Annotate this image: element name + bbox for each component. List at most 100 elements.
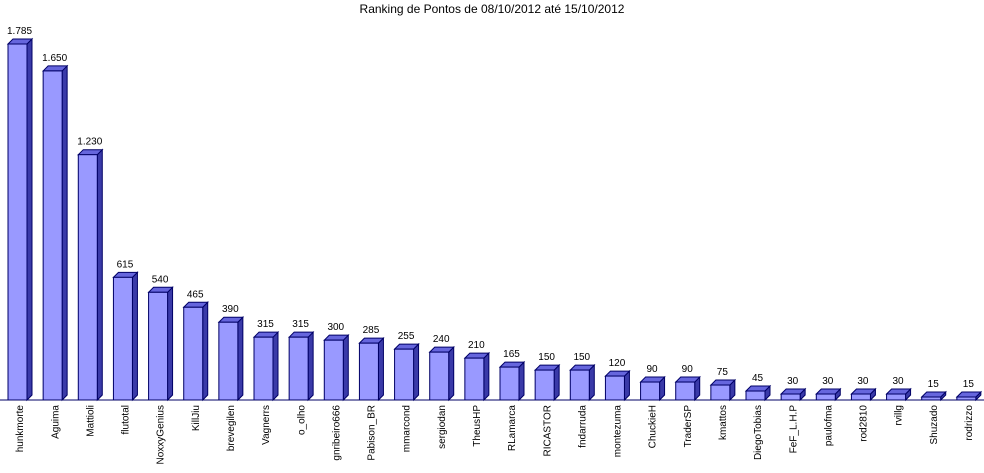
bar-top [6,38,34,45]
bar-group [920,390,947,402]
bar-side [307,330,314,402]
chart-title: Ranking de Pontos de 08/10/2012 até 15/1… [360,2,625,16]
bar-top [604,370,631,377]
value-label: 465 [187,289,204,300]
bar-group [639,375,666,402]
bar-group [217,316,245,402]
bar [394,348,415,401]
bar-side [61,64,68,402]
bar [780,393,801,401]
bar-side [96,148,103,402]
bar-top [182,301,209,308]
value-label: 300 [327,322,344,333]
x-tick-label: o_olho [296,405,307,435]
value-label: 30 [822,376,834,387]
x-tick-label: montezuma [613,405,624,458]
value-label: 150 [573,352,590,363]
bar-group [674,375,701,402]
bar [534,369,555,401]
x-tick-label: gnribeiro666 [331,405,342,461]
bar [710,384,731,401]
value-label: 15 [928,379,940,390]
bar [640,381,661,401]
value-label: 315 [292,319,309,330]
bar [323,339,344,401]
x-tick-label: TheusHP [472,405,483,447]
bar-top [744,385,772,392]
bar-top [639,376,666,383]
x-tick-label: Vagnerrs [261,405,272,445]
bar-group [955,390,983,402]
bar-top [533,364,561,371]
bar [148,291,169,401]
bar-side [518,360,525,402]
x-tick-label: brevegilen [226,405,237,451]
bar [745,390,766,401]
x-tick-label: mmarcond [402,405,413,452]
bar-group [41,64,69,402]
bar [7,43,28,401]
bar-side [202,301,209,402]
bar-top [393,343,420,350]
x-tick-label: FeF_L.H.P [788,405,799,454]
value-label: 45 [752,373,764,384]
value-label: 75 [717,367,729,378]
x-tick-label: flutotal [121,405,132,434]
bar-top [850,388,877,395]
value-label: 615 [117,259,134,270]
bar-group [779,387,807,402]
x-tick-label: rvillg [894,405,905,426]
value-label: 390 [222,304,239,315]
value-label: 90 [682,364,694,375]
bar [464,357,485,401]
x-tick-label: Shuzado [929,405,940,445]
bar-group [393,342,420,402]
bar-top [463,352,491,359]
bar [675,381,696,401]
x-tick-label: kmattos [718,405,729,440]
value-label: 120 [609,358,626,369]
bar-side [553,363,560,402]
x-tick-label: sergiodan [437,405,448,449]
bar-side [483,351,490,402]
x-tick-label: RICASTOR [542,405,553,457]
bar [429,351,450,401]
bar [569,369,590,401]
bar [253,336,274,401]
bar-top [77,149,104,156]
bar-group [709,378,737,402]
bar-group [850,387,877,402]
x-tick-label: hunkmorte [15,405,26,453]
bar [218,321,239,401]
bar-group [182,301,209,402]
bar [921,396,942,401]
bar-top [498,361,526,368]
bar-group [147,286,174,402]
value-label: 165 [503,349,520,360]
bar-group [463,351,491,402]
bar [850,393,871,401]
value-label: 1.650 [42,53,67,64]
bar-group [77,148,104,402]
x-tick-label: ChuckieH [648,405,659,448]
x-tick-label: rod2810 [859,405,870,442]
bar-group [744,384,772,402]
bar-top [112,271,139,278]
value-label: 1.230 [77,137,102,148]
bar-top [955,391,983,398]
bar-top [217,316,245,323]
bar-group [112,271,139,402]
bar-group [323,333,350,402]
bar-group [6,37,34,402]
bar-group [533,363,561,402]
bar-top [885,388,912,395]
x-tick-label: NoxxyGenius [156,405,167,464]
bar-group [252,330,280,402]
bar-group [569,363,596,402]
bar [42,70,63,401]
x-tick-label: TraderSP [683,405,694,448]
value-label: 30 [787,376,799,387]
value-label: 540 [152,274,169,285]
